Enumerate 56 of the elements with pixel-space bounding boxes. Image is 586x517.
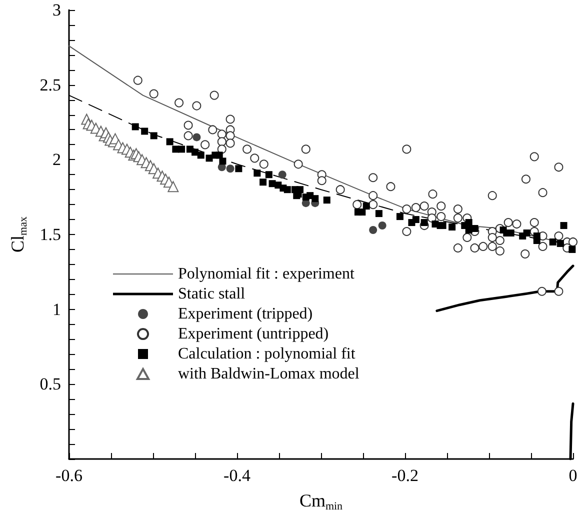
- point: [265, 171, 272, 178]
- point: [132, 123, 139, 130]
- point: [420, 219, 428, 226]
- point: [219, 158, 226, 165]
- point: [192, 148, 198, 156]
- point: [235, 165, 242, 172]
- legend-label: Experiment (tripped): [178, 306, 313, 322]
- point: [216, 152, 223, 159]
- y-tick-label: 0.5: [40, 374, 61, 394]
- x-tick-label: -0.6: [56, 466, 82, 485]
- y-tick-label: 2: [52, 150, 61, 170]
- point: [296, 186, 304, 194]
- point: [226, 164, 234, 173]
- point: [192, 133, 201, 142]
- legend-label: Calculation : polynomial fit: [178, 346, 356, 362]
- y-tick-label: 3: [52, 0, 61, 20]
- point: [533, 236, 540, 244]
- point: [254, 170, 261, 177]
- legend-label: with Baldwin-Lomax model: [178, 366, 360, 382]
- point: [278, 170, 286, 179]
- point: [150, 132, 158, 140]
- point: [323, 196, 330, 204]
- point: [375, 210, 382, 218]
- y-tick-label: 1.5: [40, 225, 61, 244]
- y-axis-title: Clmax: [7, 216, 30, 252]
- x-tick-label: -0.2: [392, 466, 418, 485]
- legend-label: Polynomial fit : experiment: [178, 266, 355, 282]
- point: [141, 128, 148, 135]
- point: [465, 219, 472, 226]
- point: [362, 202, 370, 210]
- point: [412, 216, 420, 224]
- point: [197, 152, 204, 159]
- point: [556, 240, 564, 247]
- point: [312, 195, 319, 202]
- x-tick-label: -0.4: [224, 466, 251, 485]
- point: [260, 178, 267, 186]
- y-tick-label: 2.5: [40, 75, 61, 94]
- point: [549, 238, 556, 246]
- point: [448, 224, 456, 231]
- point: [523, 230, 530, 237]
- x-tick-label: 0: [568, 466, 578, 485]
- point: [284, 186, 291, 194]
- legend-label: Static stall: [178, 286, 246, 302]
- point: [439, 222, 446, 230]
- point: [560, 222, 568, 230]
- point: [369, 226, 378, 234]
- point: [178, 146, 186, 153]
- point: [166, 138, 174, 146]
- y-tick-label: 1: [52, 300, 61, 319]
- point: [471, 225, 478, 232]
- legend-label: Experiment (untripped): [178, 326, 329, 342]
- point: [568, 246, 576, 253]
- point: [396, 213, 404, 220]
- point: [358, 208, 366, 216]
- point: [378, 222, 386, 230]
- point: [168, 181, 179, 192]
